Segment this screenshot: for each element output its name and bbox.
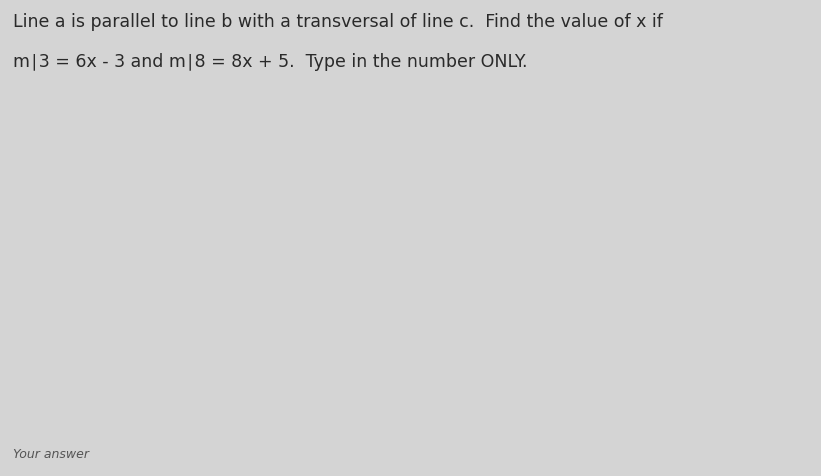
Text: Your answer: Your answer: [13, 447, 89, 460]
Text: m∣3 = 6x - 3 and m∣8 = 8x + 5.  Type in the number ONLY.: m∣3 = 6x - 3 and m∣8 = 8x + 5. Type in t…: [13, 53, 528, 70]
Text: Line a is parallel to line b with a transversal of line c.  Find the value of x : Line a is parallel to line b with a tran…: [13, 13, 663, 31]
